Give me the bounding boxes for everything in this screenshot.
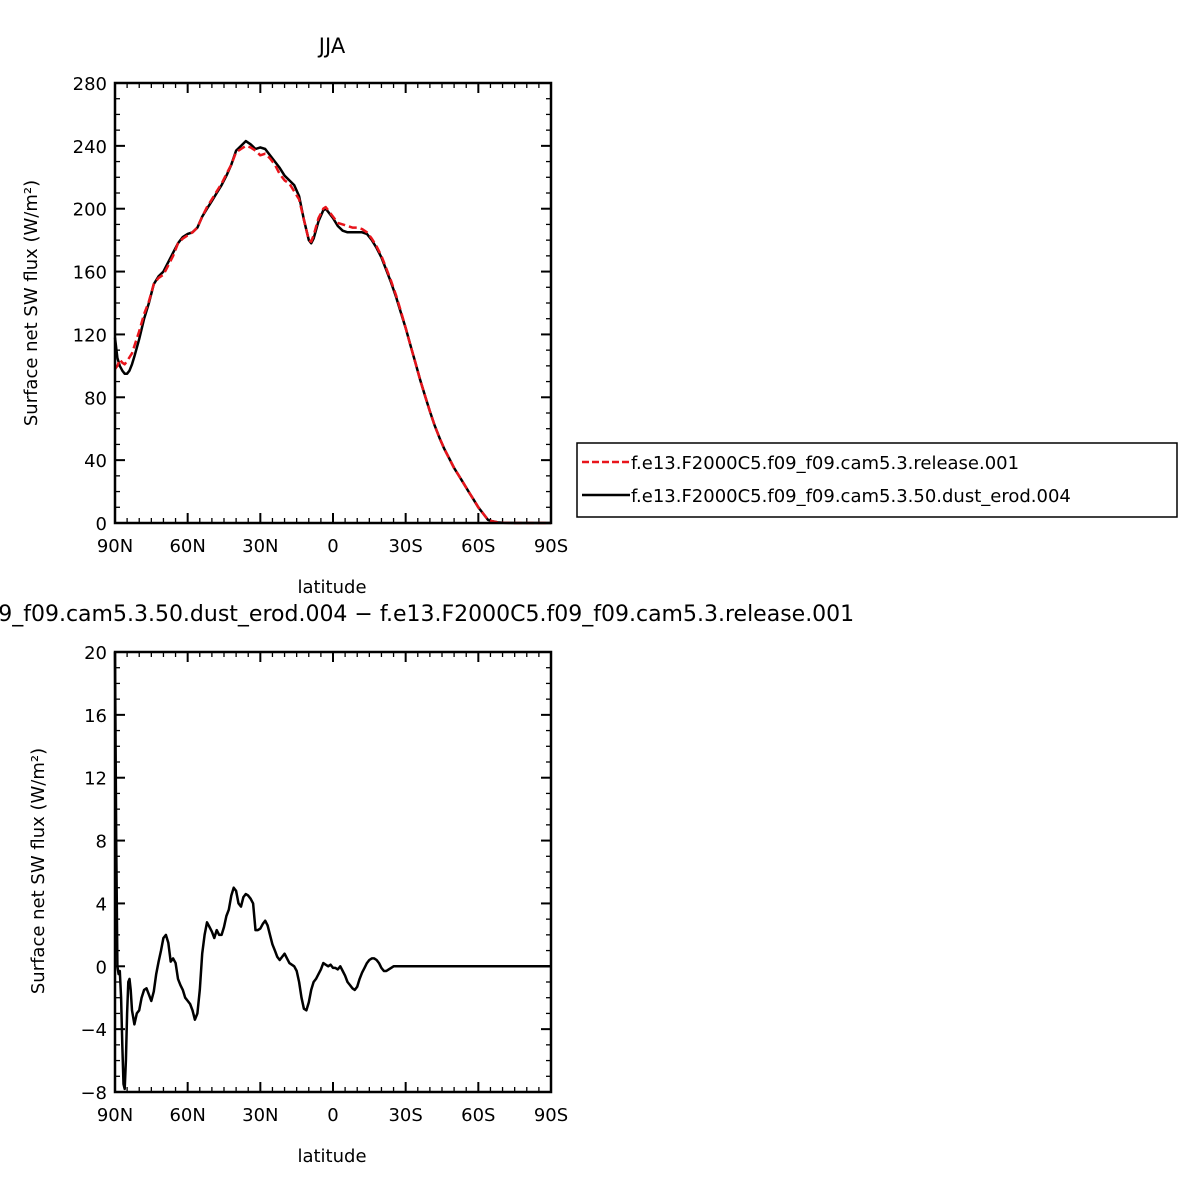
series-line-0 (114, 144, 551, 525)
top-chart-title: JJA (317, 34, 346, 58)
legend-box (576, 442, 1178, 518)
y-tick-label: 120 (73, 325, 107, 346)
legend-label-release: f.e13.F2000C5.f09_f09.cam5.3.release.001 (631, 453, 1019, 474)
y-tick-label: 280 (73, 74, 107, 95)
top-panel: JJA Surface net SW flux (W/m²) latitude … (21, 34, 568, 598)
y-tick-label: 160 (73, 263, 107, 284)
x-tick-label: 90S (534, 1105, 568, 1126)
y-tick-label: −8 (80, 1083, 107, 1104)
x-tick-label: 30N (242, 536, 278, 557)
y-tick-label: 4 (96, 894, 107, 915)
bottom-plot-lines (113, 651, 551, 1091)
bottom-axis-ticks: 90N 60N 30N 0 30S 60S 90S −8 −4 0 4 8 12 16 20 (80, 643, 568, 1126)
bottom-y-axis-label: Surface net SW flux (W/m²) (28, 748, 49, 994)
top-axis-ticks: 90N 60N 30N 0 30S 60S 90S 0 40 80 120 160 200 240 280 (73, 74, 569, 557)
y-tick-label: 12 (84, 769, 107, 790)
x-tick-label: 90N (97, 1105, 133, 1126)
series-line-1 (113, 139, 551, 525)
x-tick-label: 60N (169, 536, 205, 557)
top-plot-frame (113, 81, 553, 525)
x-tick-label: 0 (327, 536, 338, 557)
x-tick-label: 90S (534, 536, 568, 557)
top-y-axis-label: Surface net SW flux (W/m²) (21, 180, 42, 426)
bottom-x-axis-label: latitude (297, 1146, 366, 1167)
y-tick-label: 0 (96, 514, 107, 535)
x-tick-label: 60S (461, 1105, 495, 1126)
y-tick-label: 240 (73, 137, 107, 158)
legend-label-dust-erod: f.e13.F2000C5.f09_f09.cam5.3.50.dust_ero… (631, 486, 1071, 507)
bottom-chart-title: f.e13.F2000C5.f09_f09.cam5.3.50.dust_ero… (0, 602, 854, 627)
series-line-0 (113, 651, 551, 1091)
x-tick-label: 60S (461, 536, 495, 557)
top-x-axis-label: latitude (297, 577, 366, 598)
x-tick-label: 30S (388, 1105, 422, 1126)
x-tick-label: 30N (242, 1105, 278, 1126)
y-tick-label: 8 (96, 832, 107, 853)
x-tick-label: 30S (388, 536, 422, 557)
y-tick-label: 200 (73, 200, 107, 221)
x-tick-label: 60N (169, 1105, 205, 1126)
bottom-plot-frame (113, 650, 553, 1094)
legend: f.e13.F2000C5.f09_f09.cam5.3.release.001… (576, 442, 1178, 518)
y-tick-label: 20 (84, 643, 107, 664)
y-tick-label: −4 (80, 1020, 107, 1041)
y-tick-label: 40 (84, 451, 107, 472)
x-tick-label: 90N (97, 536, 133, 557)
x-tick-label: 0 (327, 1105, 338, 1126)
y-tick-label: 16 (84, 706, 107, 727)
y-tick-label: 80 (84, 388, 107, 409)
bottom-panel: f.e13.F2000C5.f09_f09.cam5.3.50.dust_ero… (0, 602, 854, 1167)
top-plot-lines (113, 139, 551, 525)
y-tick-label: 0 (96, 957, 107, 978)
